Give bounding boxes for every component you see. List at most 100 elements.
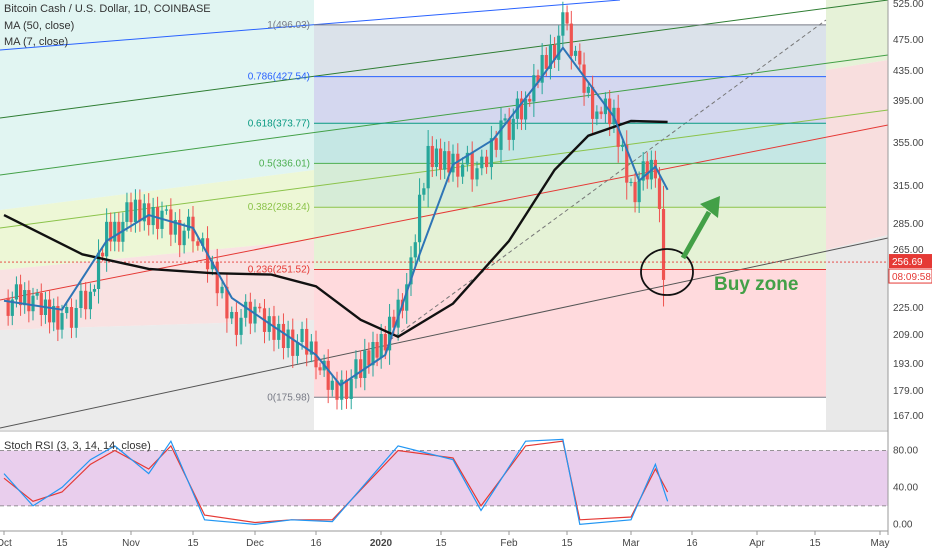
price-tick-label: 179.00 [893,386,924,397]
candle-body [129,202,133,223]
time-tick-label: 15 [561,538,573,549]
candle-body [330,380,334,390]
time-tick-label: Dec [246,538,264,549]
candle-body [557,35,561,60]
fib-label: 0.5(336.01) [259,158,310,169]
ma50-line [3,119,668,339]
price-tick-label: 225.00 [893,303,924,314]
left-band-grey [0,320,314,430]
candle-body [318,367,322,371]
buy-arrow-head [700,196,720,218]
candle-body [125,202,129,222]
candle-body [507,118,511,140]
price-tick-label: 355.00 [893,138,924,149]
fib-label: 0.618(373.77) [248,118,310,129]
candle-body [340,379,344,400]
candle-body [470,152,474,180]
left-band-teal [0,0,314,210]
right-band-grey [826,235,888,430]
candle-body [379,334,383,358]
candle-body [220,286,224,294]
moving-averages [3,46,669,387]
candle-body [540,54,544,83]
candle-body [244,301,248,318]
fibonacci-retracement: 1(496.03) 0.786(427.54) 0.618(373.77) 0.5(3… [248,20,826,403]
time-tick-label: 16 [686,538,698,549]
candle-body [10,299,14,316]
price-tick-label: 193.00 [893,359,924,370]
candle-body [164,209,169,211]
candle-body [349,378,353,399]
candle-body [56,305,60,330]
trend-dashed-line [389,19,827,341]
candle-body [417,194,422,243]
fib-label: 0(175.98) [267,392,310,403]
candle-body [291,329,295,356]
stoch-d-line [3,440,669,524]
price-tick-label: 475.00 [893,35,924,46]
candle-body [305,328,309,355]
candle-body [117,221,121,242]
price-tick-label: 265.00 [893,245,924,256]
time-tick-label: 15 [187,538,199,549]
candle-body [196,241,200,246]
stoch-tick-label: 80.00 [893,445,918,456]
candle-body [569,23,573,56]
time-tick-label: 15 [809,538,821,549]
candle-body [426,145,430,189]
candle-body [335,380,339,400]
time-tick-label: 15 [56,538,68,549]
time-tick-label: 16 [310,538,322,549]
candle-body [138,199,142,222]
stoch-tick-label: 0.00 [893,519,913,530]
ma7-legend: MA (7, close) [4,36,69,48]
annotations: Buy zone [640,196,798,296]
candle-body [657,178,662,209]
buy-zone-text: Buy zone [714,274,798,295]
candle-body [354,359,358,379]
candle-body [645,161,649,180]
stoch-k-line [3,438,669,526]
ma7-line [3,46,669,387]
candle-body [47,299,52,323]
candle-body [480,156,484,169]
symbol-title: Bitcoin Cash / U.S. Dollar, 1D, COINBASE [4,3,211,15]
time-tick-label: Nov [122,538,140,549]
candle-body [215,261,219,294]
candle-body [69,307,74,328]
candle-body [422,188,426,195]
candle-body [52,305,56,323]
candle-body [23,290,27,306]
candle-body [447,151,451,173]
candle-body [595,111,599,119]
fib-band [314,76,826,124]
buy-zone-circle [640,248,694,296]
stoch-rsi-pane [0,430,888,526]
candle-body [536,75,540,83]
candle-body [511,118,515,140]
candle-body [503,118,507,121]
candle-body [230,311,234,319]
chart-background [0,0,888,430]
candle-body [573,50,578,56]
candle-body [367,350,371,366]
candle-body [39,293,43,315]
candle-body [225,286,229,319]
candle-body [272,316,276,340]
candle-body [475,168,479,180]
price-tag [889,254,932,269]
candle-body [653,159,657,179]
candle-body [451,153,455,173]
candle-body [258,306,262,309]
fib-label: 1(496.03) [267,20,310,31]
candle-body [625,144,629,183]
candle-body [18,284,23,306]
candle-body [178,220,182,246]
candle-body [528,98,532,102]
price-tick-label: 209.00 [893,330,924,341]
fib-band [314,269,826,398]
candle-body [409,257,413,285]
candle-body [113,221,117,242]
